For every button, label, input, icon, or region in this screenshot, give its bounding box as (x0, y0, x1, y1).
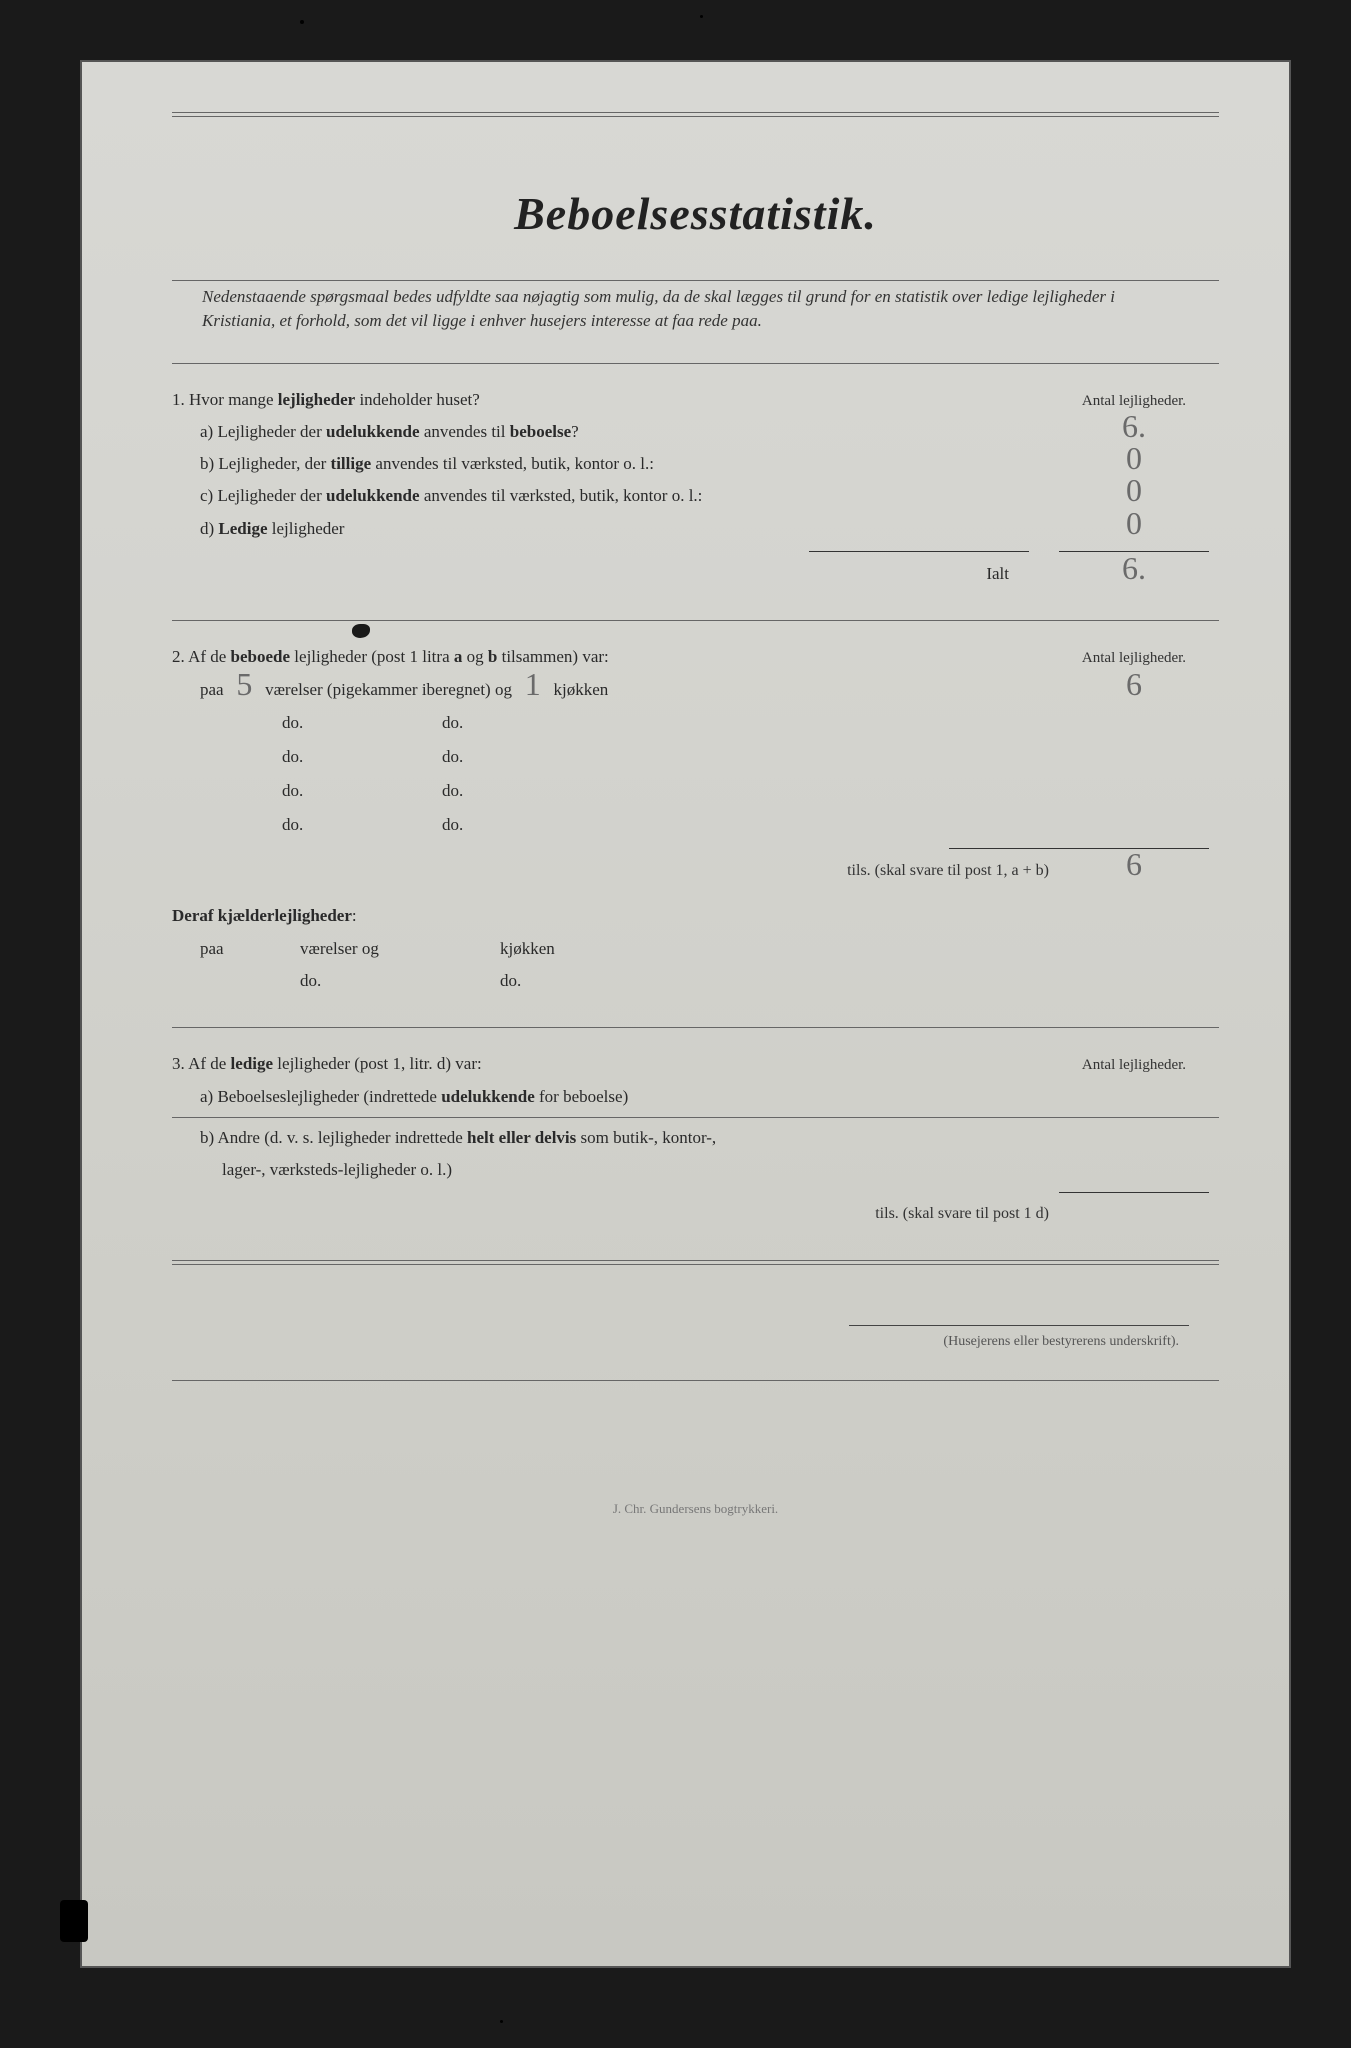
deraf-header: Deraf kjælderlejligheder: (172, 900, 1219, 932)
q1-a-value: 6. (1049, 417, 1219, 436)
noise (700, 15, 703, 18)
question-1: 1. Hvor mange lejligheder indeholder hus… (172, 384, 1219, 591)
q1-b: b) Lejligheder, der tillige anvendes til… (172, 448, 1049, 480)
q1-b-value: 0 (1049, 449, 1219, 468)
do-rows: do.do. do.do. do.do. do.do. (282, 706, 1219, 842)
rule (172, 1027, 1219, 1028)
vaerelser-count: 5 (236, 666, 252, 702)
q1-number: 1. (172, 390, 185, 409)
q1-d: d) Ledige lejligheder (172, 513, 1049, 545)
rule (172, 620, 1219, 621)
sum-rule (809, 551, 1029, 552)
signature-line (849, 1325, 1189, 1326)
question-3: 3. Af de ledige lejligheder (post 1, lit… (172, 1048, 1219, 1230)
scanned-page: Beboelsesstatistik. Nedenstaaende spørgs… (80, 60, 1291, 1968)
deraf-row1: paa værelser og kjøkken (172, 933, 1219, 965)
rule-bottom (172, 1260, 1219, 1265)
noise (300, 20, 304, 24)
q1-c-value: 0 (1049, 481, 1219, 500)
rule (172, 363, 1219, 364)
rule-top (172, 112, 1219, 117)
kjokken-count: 1 (525, 666, 541, 702)
q1-c: c) Lejligheder der udelukkende anvendes … (172, 480, 1049, 512)
column-header-antal: Antal lejligheder. (1049, 1051, 1219, 1080)
document-body: Beboelsesstatistik. Nedenstaaende spørgs… (82, 62, 1289, 1557)
q3-b: b) Andre (d. v. s. lejligheder indretted… (172, 1122, 1049, 1154)
q3-a: a) Beboelseslejligheder (indrettede udel… (172, 1081, 1049, 1113)
tils-value: 6 (1049, 855, 1219, 874)
q1-a: a) Lejligheder der udelukkende anvendes … (172, 416, 1049, 448)
sum-rule (1059, 1192, 1209, 1193)
rule (172, 280, 1219, 281)
q1-d-value: 0 (1049, 514, 1219, 533)
noise (60, 1900, 88, 1942)
q2-text: Af de beboede lejligheder (post 1 litra … (188, 647, 609, 666)
q3-text: Af de ledige lejligheder (post 1, litr. … (188, 1054, 482, 1073)
noise (500, 2020, 503, 2023)
q1-text: Hvor mange lejligheder indeholder huset? (189, 390, 480, 409)
q3-b-line2: lager-, værksteds-lejligheder o. l.) (172, 1154, 1049, 1186)
ialt-value: 6. (1049, 559, 1219, 578)
rule (172, 1380, 1219, 1381)
q2-row1-value: 6 (1049, 675, 1219, 694)
rule (172, 1117, 1219, 1118)
q3-tils-label: tils. (skal svare til post 1 d) (172, 1199, 1049, 1229)
ink-blot (352, 624, 370, 638)
deraf-row2: do. do. (172, 965, 1219, 997)
q2-number: 2. (172, 647, 185, 666)
signature-caption: (Husejerens eller bestyrerens underskrif… (172, 1334, 1219, 1350)
tils-label: tils. (skal svare til post 1, a + b) (172, 856, 1049, 886)
printer-credit: J. Chr. Gundersens bogtrykkeri. (172, 1501, 1219, 1517)
q3-number: 3. (172, 1054, 185, 1073)
q2-row1: paa 5 værelser (pigekammer iberegnet) og… (172, 674, 1049, 706)
question-2: 2. Af de beboede lejligheder (post 1 lit… (172, 641, 1219, 997)
document-title: Beboelsesstatistik. (172, 187, 1219, 240)
intro-paragraph: Nedenstaaende spørgsmaal bedes udfyldte … (202, 285, 1189, 333)
ialt-label: Ialt (172, 558, 1049, 590)
sum-rule (949, 848, 1209, 849)
